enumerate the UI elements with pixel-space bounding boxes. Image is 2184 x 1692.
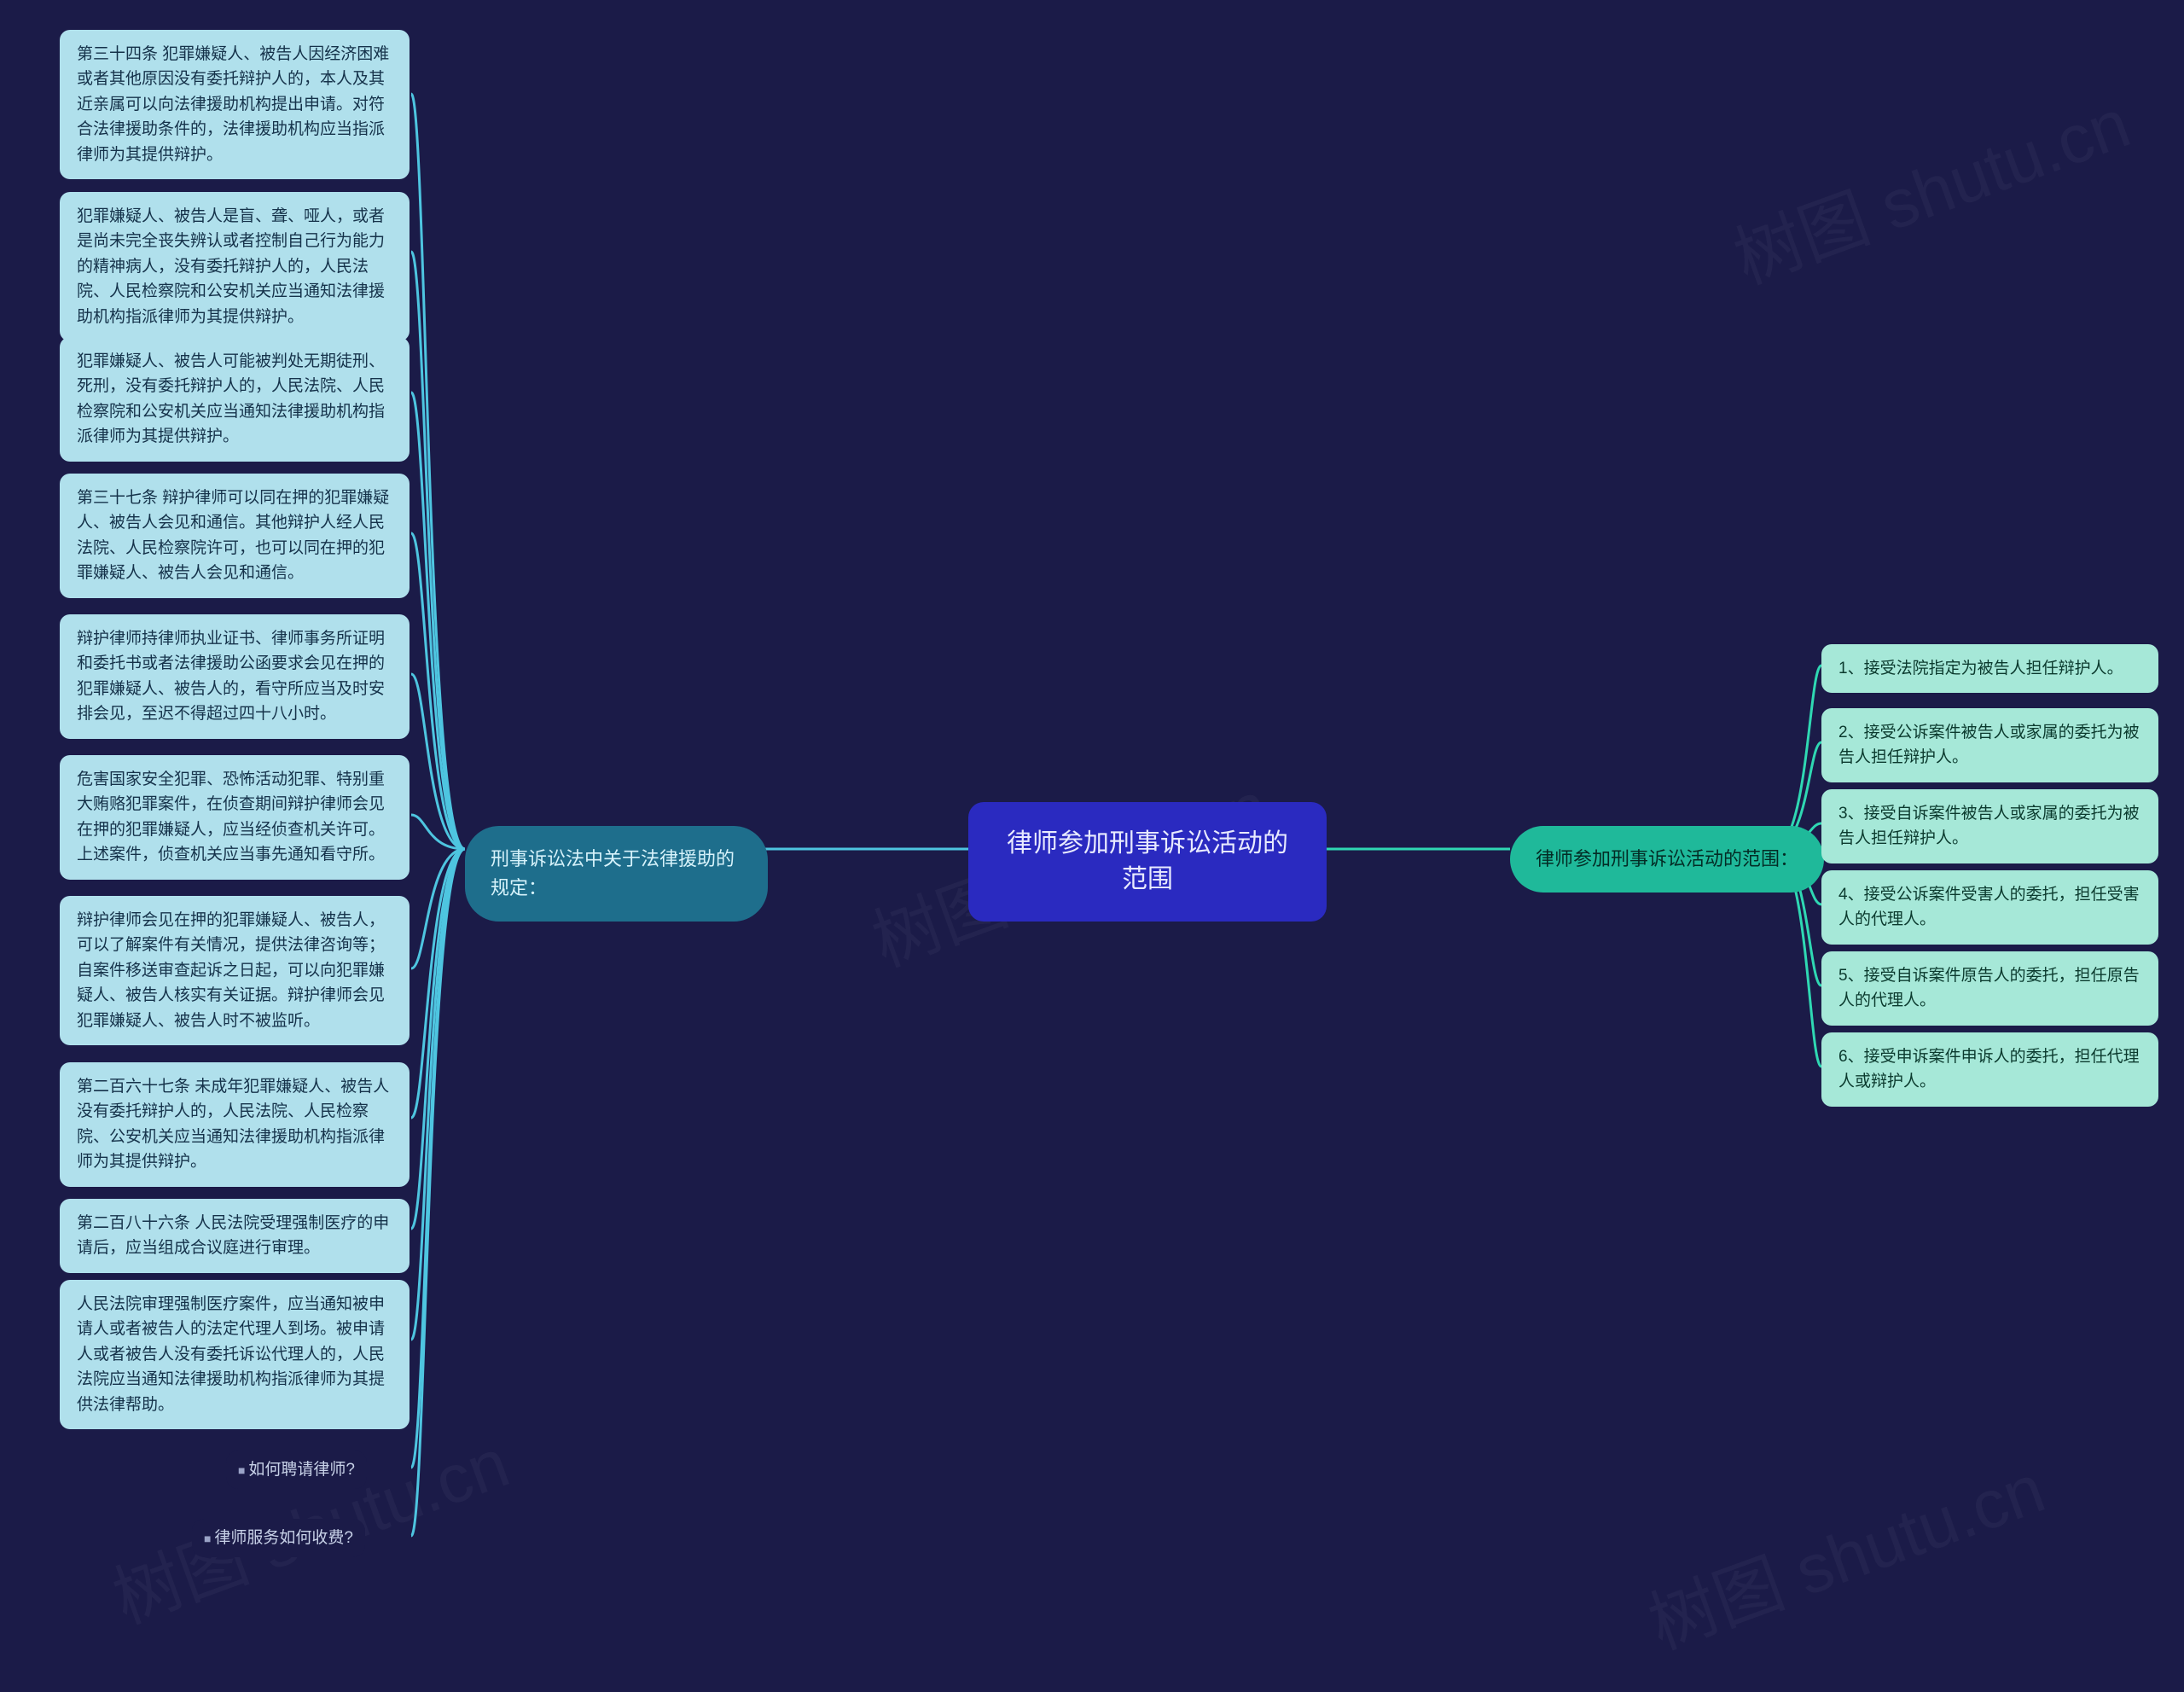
left-leaf-text: 第三十四条 犯罪嫌疑人、被告人因经济困难或者其他原因没有委托辩护人的，本人及其近… [77,45,389,164]
right-leaf-5: 5、接受自诉案件原告人的委托，担任原告人的代理人。 [1821,951,2158,1026]
left-leaf-text: 第三十七条 辩护律师可以同在押的犯罪嫌疑人、被告人会见和通信。其他辩护人经人民法… [77,489,389,582]
left-leaf-text: 危害国家安全犯罪、恐怖活动犯罪、特别重大贿赂犯罪案件，在侦查期间辩护律师会见在押… [77,770,385,863]
right-leaf-text: 3、接受自诉案件被告人或家属的委托为被告人担任辩护人。 [1838,805,2140,847]
left-leaf-text: 辩护律师持律师执业证书、律师事务所证明和委托书或者法律援助公函要求会见在押的犯罪… [77,630,385,723]
left-leaf-8: 第二百六十七条 未成年犯罪嫌疑人、被告人没有委托辩护人的，人民法院、人民检察院、… [60,1062,410,1187]
left-leaf-7: 辩护律师会见在押的犯罪嫌疑人、被告人，可以了解案件有关情况，提供法律咨询等；自案… [60,896,410,1045]
left-leaf-4: 第三十七条 辩护律师可以同在押的犯罪嫌疑人、被告人会见和通信。其他辩护人经人民法… [60,474,410,598]
left-leaf-text: 犯罪嫌疑人、被告人可能被判处无期徒刑、死刑，没有委托辩护人的，人民法院、人民检察… [77,352,385,445]
left-leaf-3: 犯罪嫌疑人、被告人可能被判处无期徒刑、死刑，没有委托辩护人的，人民法院、人民检察… [60,337,410,462]
left-leaf-2: 犯罪嫌疑人、被告人是盲、聋、哑人，或者是尚未完全丧失辨认或者控制自己行为能力的精… [60,192,410,341]
left-leaf-5: 辩护律师持律师执业证书、律师事务所证明和委托书或者法律援助公函要求会见在押的犯罪… [60,614,410,739]
left-leaf-text: 辩护律师会见在押的犯罪嫌疑人、被告人，可以了解案件有关情况，提供法律咨询等；自案… [77,911,385,1030]
branch-right: 律师参加刑事诉讼活动的范围： [1510,826,1824,893]
branch-left: 刑事诉讼法中关于法律援助的规定： [465,826,768,922]
branch-left-title: 刑事诉讼法中关于法律援助的规定： [491,848,735,898]
left-leaf-text: 人民法院审理强制医疗案件，应当通知被申请人或者被告人的法定代理人到场。被申请人或… [77,1295,385,1414]
right-leaf-text: 5、接受自诉案件原告人的委托，担任原告人的代理人。 [1838,967,2140,1009]
watermark: 树图 shutu.cn [1634,1434,2056,1669]
left-sub-text: 律师服务如何收费? [214,1529,353,1547]
left-sub-1: 如何聘请律师? [226,1451,367,1489]
left-leaf-text: 第二百六十七条 未成年犯罪嫌疑人、被告人没有委托辩护人的，人民法院、人民检察院、… [77,1078,389,1171]
right-leaf-text: 1、接受法院指定为被告人担任辩护人。 [1838,660,2123,677]
mindmap-canvas: { "colors": { "background": "#1b1b48", "… [0,0,2184,1692]
right-leaf-text: 2、接受公诉案件被告人或家属的委托为被告人担任辩护人。 [1838,724,2140,766]
left-sub-text: 如何聘请律师? [248,1461,355,1479]
left-sub-2: 律师服务如何收费? [192,1519,365,1557]
watermark: 树图 shutu.cn [1719,69,2141,304]
root-node: 律师参加刑事诉讼活动的范围 [968,802,1327,922]
root-title: 律师参加刑事诉讼活动的范围 [1007,829,1288,893]
branch-right-title: 律师参加刑事诉讼活动的范围： [1536,848,1798,869]
left-leaf-6: 危害国家安全犯罪、恐怖活动犯罪、特别重大贿赂犯罪案件，在侦查期间辩护律师会见在押… [60,755,410,880]
right-leaf-2: 2、接受公诉案件被告人或家属的委托为被告人担任辩护人。 [1821,708,2158,782]
left-leaf-text: 第二百八十六条 人民法院受理强制医疗的申请后，应当组成合议庭进行审理。 [77,1214,389,1257]
left-leaf-10: 人民法院审理强制医疗案件，应当通知被申请人或者被告人的法定代理人到场。被申请人或… [60,1280,410,1429]
right-leaf-4: 4、接受公诉案件受害人的委托，担任受害人的代理人。 [1821,870,2158,945]
right-leaf-text: 6、接受申诉案件申诉人的委托，担任代理人或辩护人。 [1838,1048,2140,1090]
right-leaf-text: 4、接受公诉案件受害人的委托，担任受害人的代理人。 [1838,886,2140,928]
right-leaf-3: 3、接受自诉案件被告人或家属的委托为被告人担任辩护人。 [1821,789,2158,863]
right-leaf-1: 1、接受法院指定为被告人担任辩护人。 [1821,644,2158,693]
left-leaf-9: 第二百八十六条 人民法院受理强制医疗的申请后，应当组成合议庭进行审理。 [60,1199,410,1273]
right-leaf-6: 6、接受申诉案件申诉人的委托，担任代理人或辩护人。 [1821,1032,2158,1107]
left-leaf-1: 第三十四条 犯罪嫌疑人、被告人因经济困难或者其他原因没有委托辩护人的，本人及其近… [60,30,410,179]
left-leaf-text: 犯罪嫌疑人、被告人是盲、聋、哑人，或者是尚未完全丧失辨认或者控制自己行为能力的精… [77,207,385,326]
